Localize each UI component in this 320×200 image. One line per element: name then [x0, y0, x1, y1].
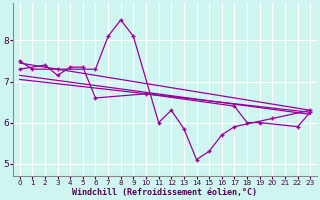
X-axis label: Windchill (Refroidissement éolien,°C): Windchill (Refroidissement éolien,°C): [72, 188, 258, 197]
